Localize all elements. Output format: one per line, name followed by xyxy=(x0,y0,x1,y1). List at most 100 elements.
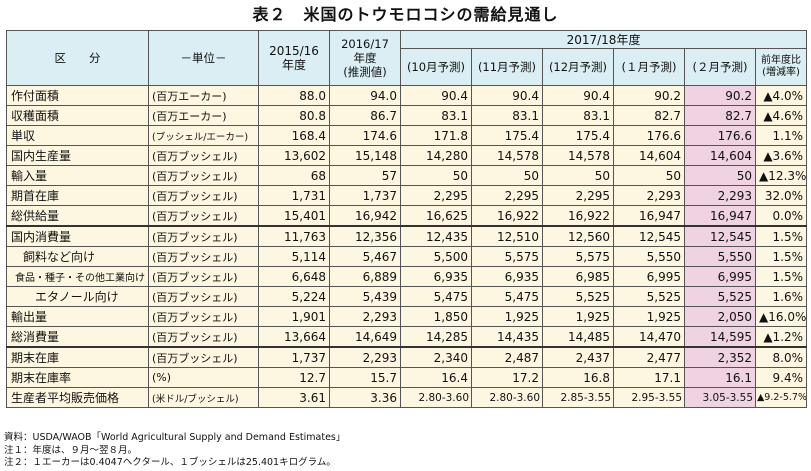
cell-jan: 14,604 xyxy=(613,145,685,166)
cell-2015: 13,664 xyxy=(258,326,330,348)
cell-nov: 17.2 xyxy=(471,367,543,388)
cell-change: ▲12.3% xyxy=(754,165,808,186)
cell-2015: 1,731 xyxy=(258,185,330,206)
note-2: 注２：１エーカーは0.4047ヘクタール、１ブッシェルは25.401キログラム。 xyxy=(4,457,336,468)
cell-jan: 82.7 xyxy=(613,105,685,126)
row-item: 作付面積 xyxy=(6,85,149,106)
cell-feb: 2,293 xyxy=(684,185,756,206)
cell-feb: 82.7 xyxy=(684,105,756,126)
cell-2016: 15.7 xyxy=(329,367,401,388)
cell-nov: 1,925 xyxy=(471,306,543,327)
cell-jan: 2,293 xyxy=(613,185,685,206)
cell-change: ▲9.2-5.7% xyxy=(754,387,808,408)
row-item: 総消費量 xyxy=(6,326,149,348)
cell-dec: 5,525 xyxy=(542,286,614,307)
table-row: 期末在庫 (百万ブッシェル) 1,737 2,293 2,340 2,487 2… xyxy=(6,346,808,368)
row-item: 国内生産量 xyxy=(6,145,149,166)
cell-oct: 14,285 xyxy=(400,326,472,348)
header-2015: 2015/16 年度 xyxy=(258,30,330,86)
cell-2015: 5,114 xyxy=(258,246,330,267)
cell-dec: 2.85-3.55 xyxy=(542,387,614,408)
table-row: 国内生産量 (百万ブッシェル) 13,602 15,148 14,280 14,… xyxy=(6,145,808,166)
cell-jan: 6,995 xyxy=(613,266,685,287)
cell-change: 9.4% xyxy=(754,367,808,388)
cell-oct: 50 xyxy=(400,165,472,186)
cell-dec: 2,437 xyxy=(542,346,614,368)
row-unit: (百万エーカー) xyxy=(148,85,259,106)
cell-feb: 3.05-3.55 xyxy=(684,387,756,408)
cell-jan: 50 xyxy=(613,165,685,186)
table-row: 総消費量 (百万ブッシェル) 13,664 14,649 14,285 14,4… xyxy=(6,326,808,348)
row-item: 期末在庫 xyxy=(6,346,149,368)
cell-change: 1.6% xyxy=(754,286,808,307)
cell-2015: 11,763 xyxy=(258,225,330,247)
cell-change: 1.5% xyxy=(754,266,808,287)
cell-2015: 6,648 xyxy=(258,266,330,287)
cell-2016: 5,439 xyxy=(329,286,401,307)
cell-2016: 16,942 xyxy=(329,205,401,227)
cell-2015: 80.8 xyxy=(258,105,330,126)
table-row: 生産者平均販売価格 (米ドル/ブッシェル) 3.61 3.36 2.80-3.6… xyxy=(6,387,808,408)
row-unit: (百万ブッシェル) xyxy=(148,185,259,206)
cell-oct: 16.4 xyxy=(400,367,472,388)
cell-feb: 2,352 xyxy=(684,346,756,368)
cell-feb: 5,525 xyxy=(684,286,756,307)
row-item: 期末在庫率 xyxy=(6,367,149,388)
cell-nov: 90.4 xyxy=(471,85,543,106)
cell-feb: 50 xyxy=(684,165,756,186)
table-row: 期首在庫 (百万ブッシェル) 1,731 1,737 2,295 2,295 2… xyxy=(6,185,808,206)
cell-nov: 16,922 xyxy=(471,205,543,227)
cell-oct: 16,625 xyxy=(400,205,472,227)
row-unit: (米ドル/ブッシェル) xyxy=(148,387,259,408)
cell-oct: 2,295 xyxy=(400,185,472,206)
footnotes: 資料：USDA/WAOB「World Agricultural Supply a… xyxy=(4,432,345,470)
table-row: 総供給量 (百万ブッシェル) 15,401 16,942 16,625 16,9… xyxy=(6,205,808,227)
cell-feb: 16.1 xyxy=(684,367,756,388)
cell-2016: 57 xyxy=(329,165,401,186)
row-unit: (百万ブッシェル) xyxy=(148,306,259,327)
table-row: 飼料など向け (百万ブッシェル) 5,114 5,467 5,500 5,575… xyxy=(6,246,808,267)
cell-2016: 3.36 xyxy=(329,387,401,408)
cell-change: ▲1.2% xyxy=(754,326,808,348)
cell-dec: 90.4 xyxy=(542,85,614,106)
cell-2015: 12.7 xyxy=(258,367,330,388)
cell-nov: 14,435 xyxy=(471,326,543,348)
cell-2015: 5,224 xyxy=(258,286,330,307)
row-unit: (%) xyxy=(148,367,259,388)
cell-change: 1.1% xyxy=(754,125,808,146)
note-1: 注１：年度は、９月～翌８月。 xyxy=(4,444,138,456)
cell-dec: 83.1 xyxy=(542,105,614,126)
supply-demand-table: 区 分 －単位－ 2015/16 年度 2016/17 年度 (推測値) 201… xyxy=(6,30,808,408)
cell-2015: 88.0 xyxy=(258,85,330,106)
cell-2016: 1,737 xyxy=(329,185,401,206)
table-row: 作付面積 (百万エーカー) 88.0 94.0 90.4 90.4 90.4 9… xyxy=(6,85,808,106)
cell-2015: 15,401 xyxy=(258,205,330,227)
cell-2015: 1,901 xyxy=(258,306,330,327)
cell-2016: 6,889 xyxy=(329,266,401,287)
cell-nov: 175.4 xyxy=(471,125,543,146)
cell-2015: 1,737 xyxy=(258,346,330,368)
header-2017: 2017/18年度 xyxy=(399,30,808,49)
header-dec: (12月予測) xyxy=(542,48,614,86)
row-unit: (百万ブッシェル) xyxy=(148,286,259,307)
row-unit: (百万ブッシェル) xyxy=(148,205,259,227)
cell-dec: 14,578 xyxy=(542,145,614,166)
header-feb: (２月予測) xyxy=(684,48,756,86)
header-change: 前年度比 (増減率) xyxy=(754,48,808,86)
cell-oct: 90.4 xyxy=(400,85,472,106)
cell-oct: 2,340 xyxy=(400,346,472,368)
cell-change: 0.0% xyxy=(754,205,808,227)
cell-oct: 171.8 xyxy=(400,125,472,146)
cell-change: ▲4.6% xyxy=(754,105,808,126)
cell-jan: 2,477 xyxy=(613,346,685,368)
row-unit: (百万エーカー) xyxy=(148,105,259,126)
cell-2016: 12,356 xyxy=(329,225,401,247)
table-row: 単収 (ブッシェル/エーカー) 168.4 174.6 171.8 175.4 … xyxy=(6,125,808,146)
row-unit: (百万ブッシェル) xyxy=(148,225,259,247)
header-nov: (11月予測) xyxy=(471,48,543,86)
cell-nov: 83.1 xyxy=(471,105,543,126)
cell-jan: 176.6 xyxy=(613,125,685,146)
header-jan: (１月予測) xyxy=(613,48,685,86)
cell-dec: 175.4 xyxy=(542,125,614,146)
cell-oct: 83.1 xyxy=(400,105,472,126)
